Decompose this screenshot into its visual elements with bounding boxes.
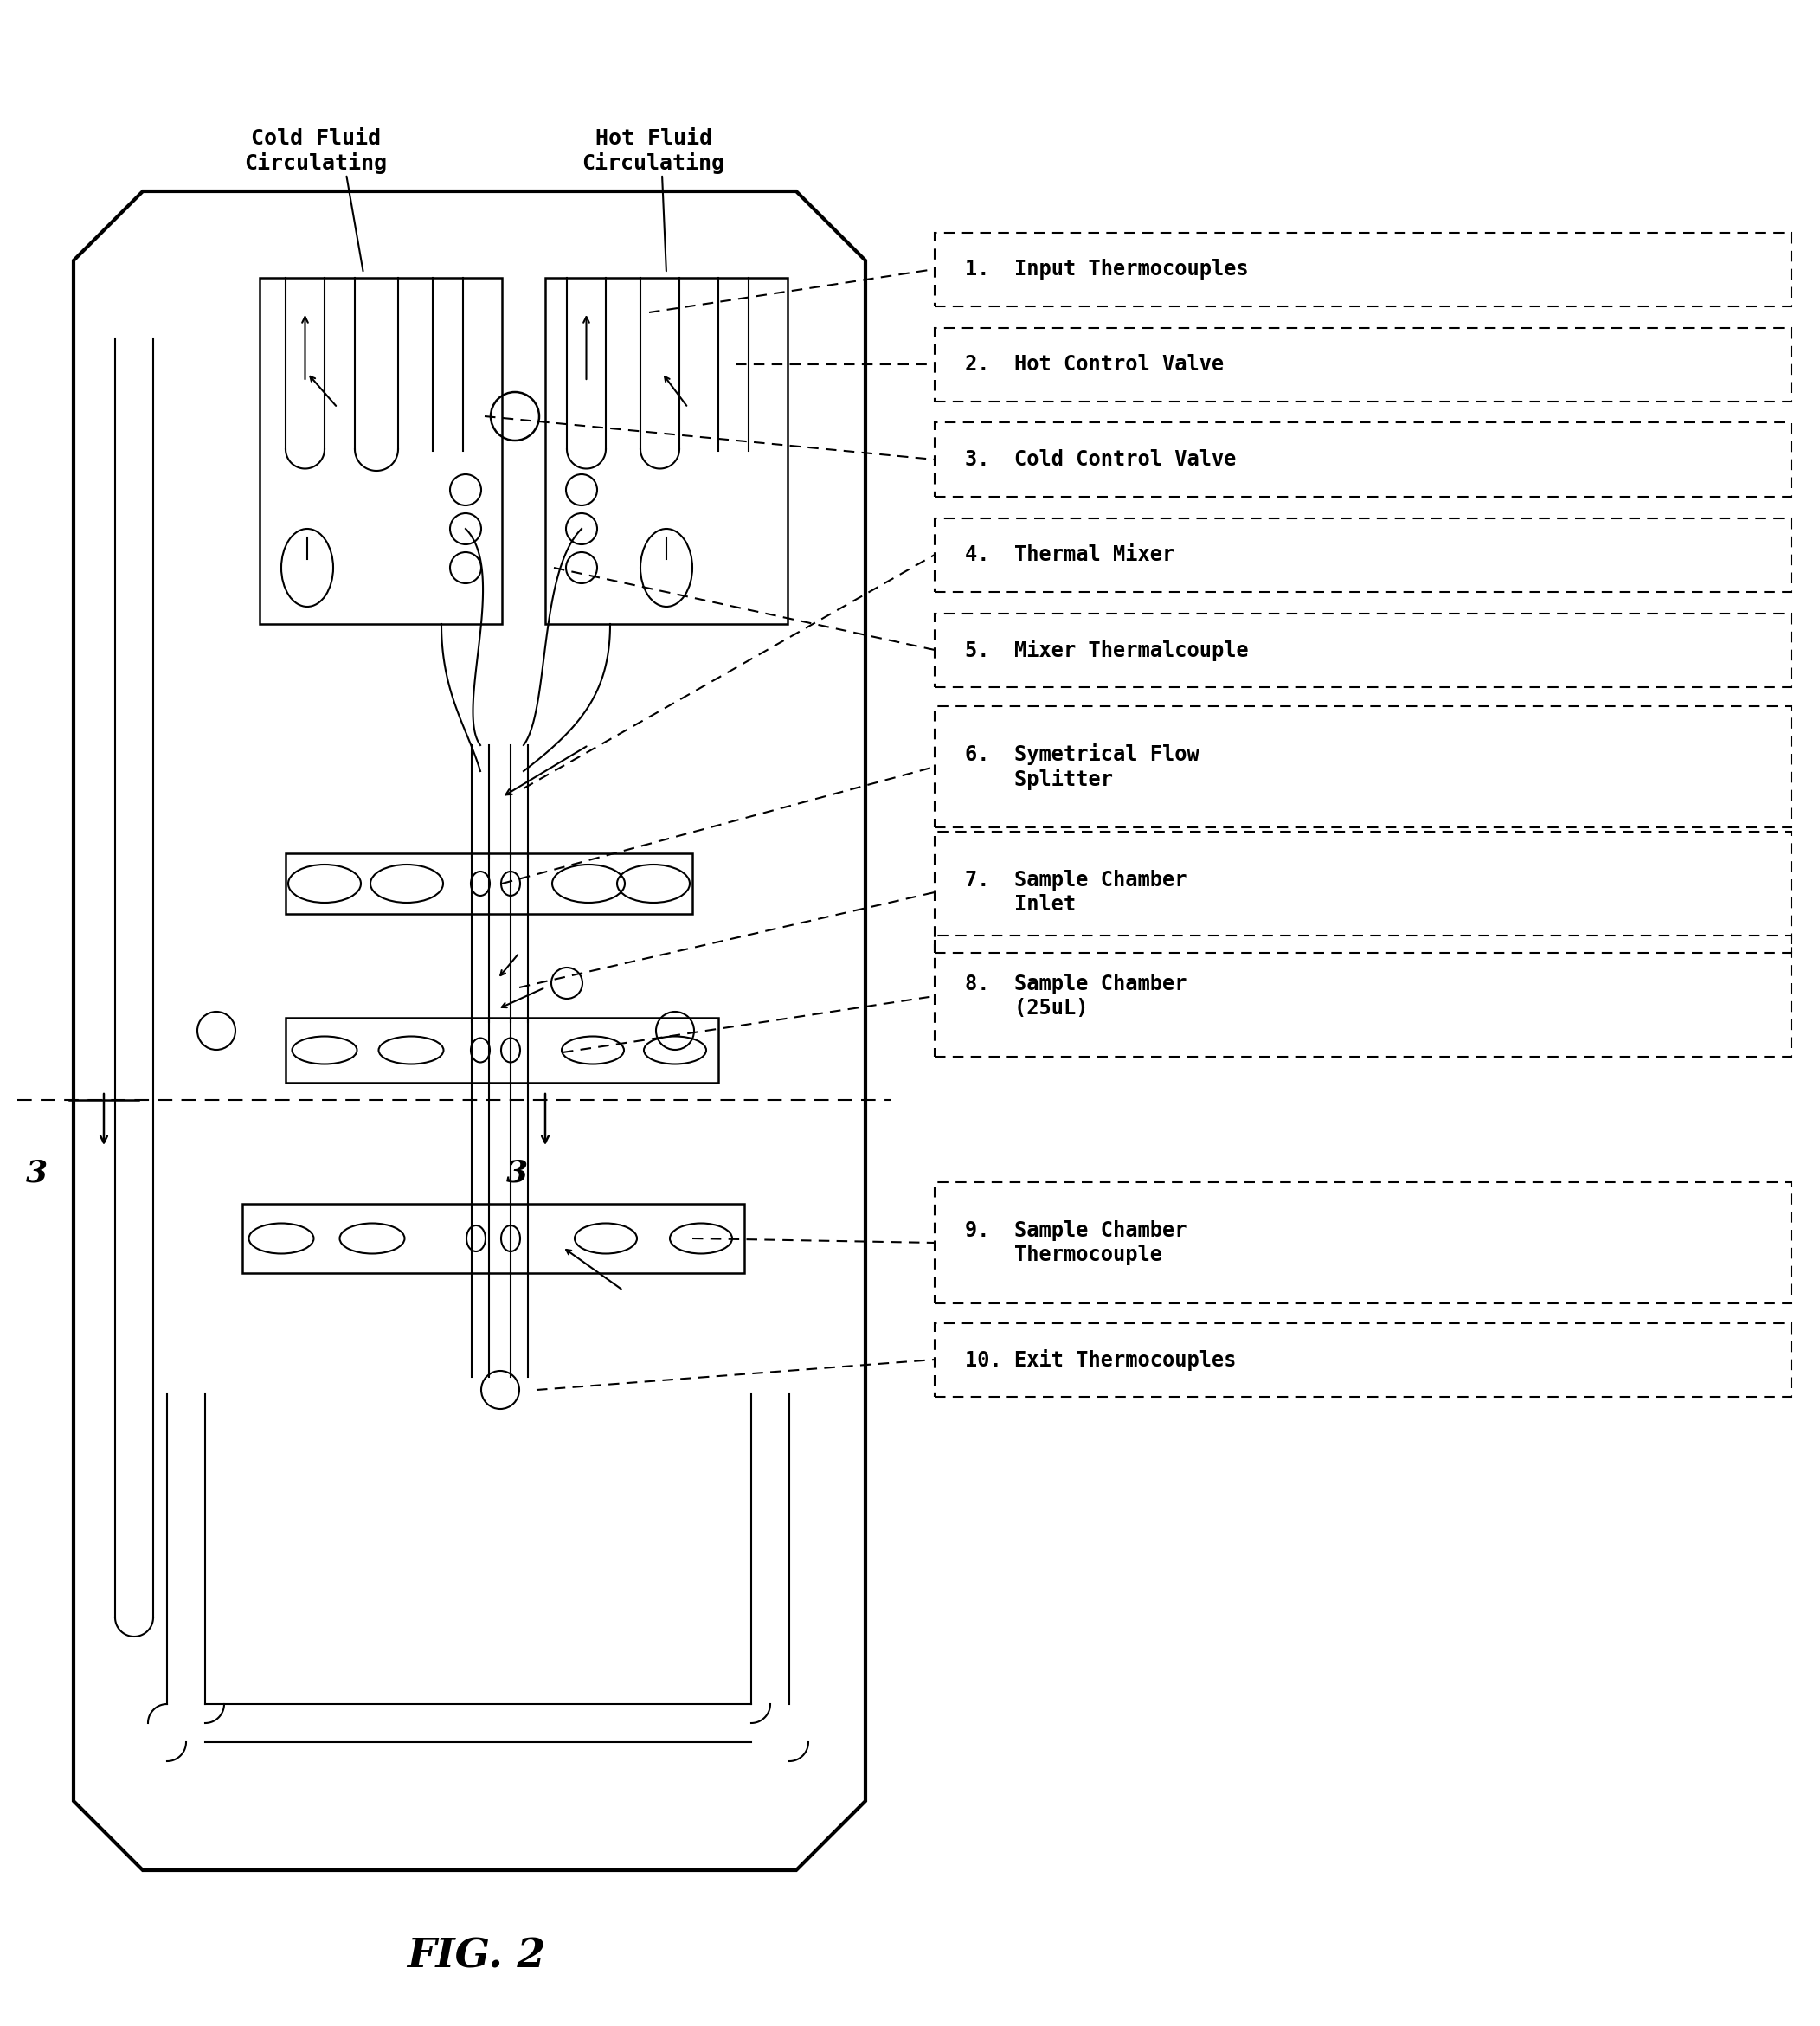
Text: 3: 3 — [506, 1159, 528, 1189]
Text: 3: 3 — [25, 1159, 47, 1189]
Text: 9.  Sample Chamber
    Thermocouple: 9. Sample Chamber Thermocouple — [965, 1220, 1187, 1264]
Text: FIG. 2: FIG. 2 — [406, 1937, 546, 1977]
Text: 5.  Mixer Thermalcouple: 5. Mixer Thermalcouple — [965, 638, 1249, 660]
Text: Cold Fluid
Circulating: Cold Fluid Circulating — [244, 128, 388, 174]
Text: 4.  Thermal Mixer: 4. Thermal Mixer — [965, 545, 1174, 565]
Text: 1.  Input Thermocouples: 1. Input Thermocouples — [965, 259, 1249, 280]
Text: 10. Exit Thermocouples: 10. Exit Thermocouples — [965, 1349, 1236, 1370]
Text: 2.  Hot Control Valve: 2. Hot Control Valve — [965, 355, 1223, 375]
Text: 8.  Sample Chamber
    (25uL): 8. Sample Chamber (25uL) — [965, 975, 1187, 1019]
Text: 3.  Cold Control Valve: 3. Cold Control Valve — [965, 450, 1236, 470]
Text: 6.  Symetrical Flow
    Splitter: 6. Symetrical Flow Splitter — [965, 744, 1199, 790]
Text: Hot Fluid
Circulating: Hot Fluid Circulating — [582, 128, 724, 174]
Text: 7.  Sample Chamber
    Inlet: 7. Sample Chamber Inlet — [965, 869, 1187, 914]
